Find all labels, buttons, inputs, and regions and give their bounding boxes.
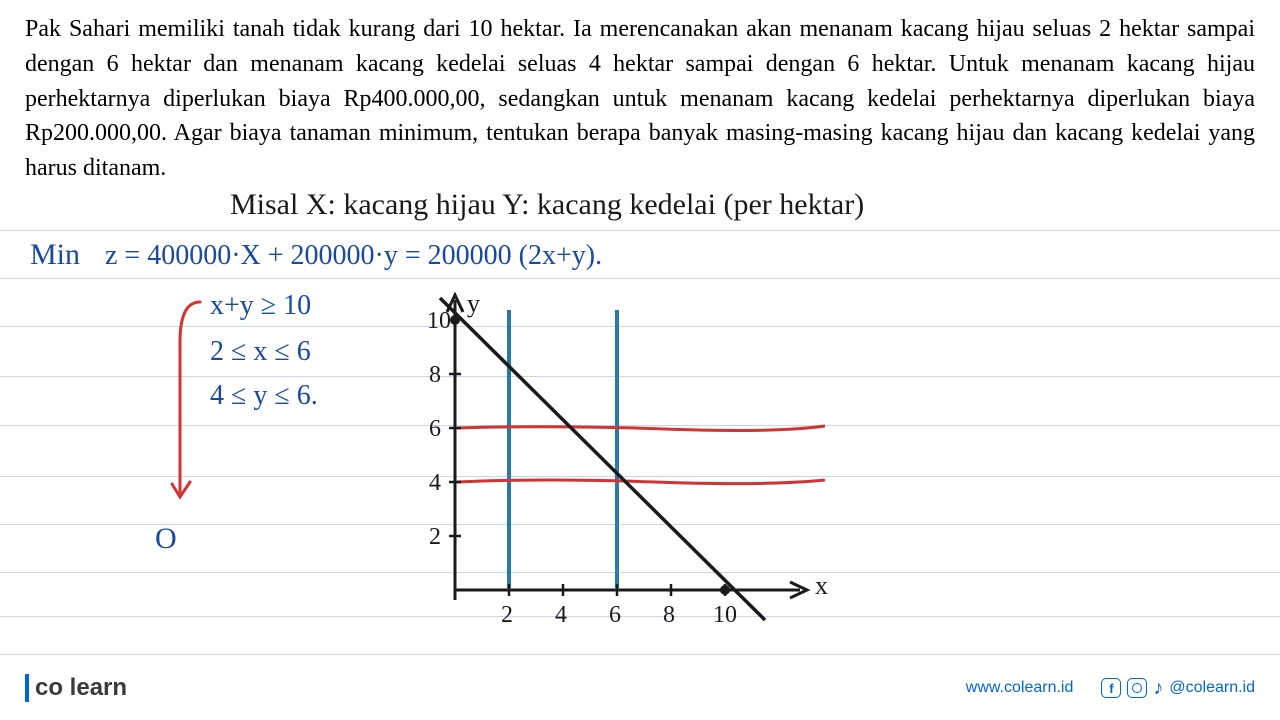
diagonal-line [440, 298, 765, 620]
xtick-8: 8 [663, 602, 675, 628]
hline-y4 [457, 480, 825, 484]
tiktok-icon: ♪ [1153, 677, 1163, 700]
ytick-6: 6 [429, 416, 441, 442]
website-url: www.colearn.id [966, 679, 1074, 697]
hline-y6 [457, 426, 825, 430]
x-label: x [815, 571, 828, 600]
y-label: y [467, 290, 480, 318]
handwritten-origin: O [155, 524, 177, 554]
ytick-4: 4 [429, 470, 441, 496]
ytick-2: 2 [429, 524, 441, 550]
ytick-10: 10 [427, 308, 451, 334]
xtick-4: 4 [555, 602, 567, 628]
point-y10 [450, 315, 460, 325]
social-handle-text: @colearn.id [1169, 679, 1255, 697]
constraint-graph: 10 8 6 4 2 2 4 6 8 10 y x [395, 290, 895, 650]
xtick-2: 2 [501, 602, 513, 628]
instagram-icon [1127, 678, 1147, 698]
logo-text: co learn [35, 674, 127, 702]
logo-accent [25, 674, 29, 702]
facebook-icon: f [1101, 678, 1121, 698]
social-handles: f ♪ @colearn.id [1101, 677, 1255, 700]
xtick-6: 6 [609, 602, 621, 628]
xtick-10: 10 [713, 602, 737, 628]
bottom-bar: co learn www.colearn.id f ♪ @colearn.id [0, 668, 1280, 708]
ytick-8: 8 [429, 362, 441, 388]
